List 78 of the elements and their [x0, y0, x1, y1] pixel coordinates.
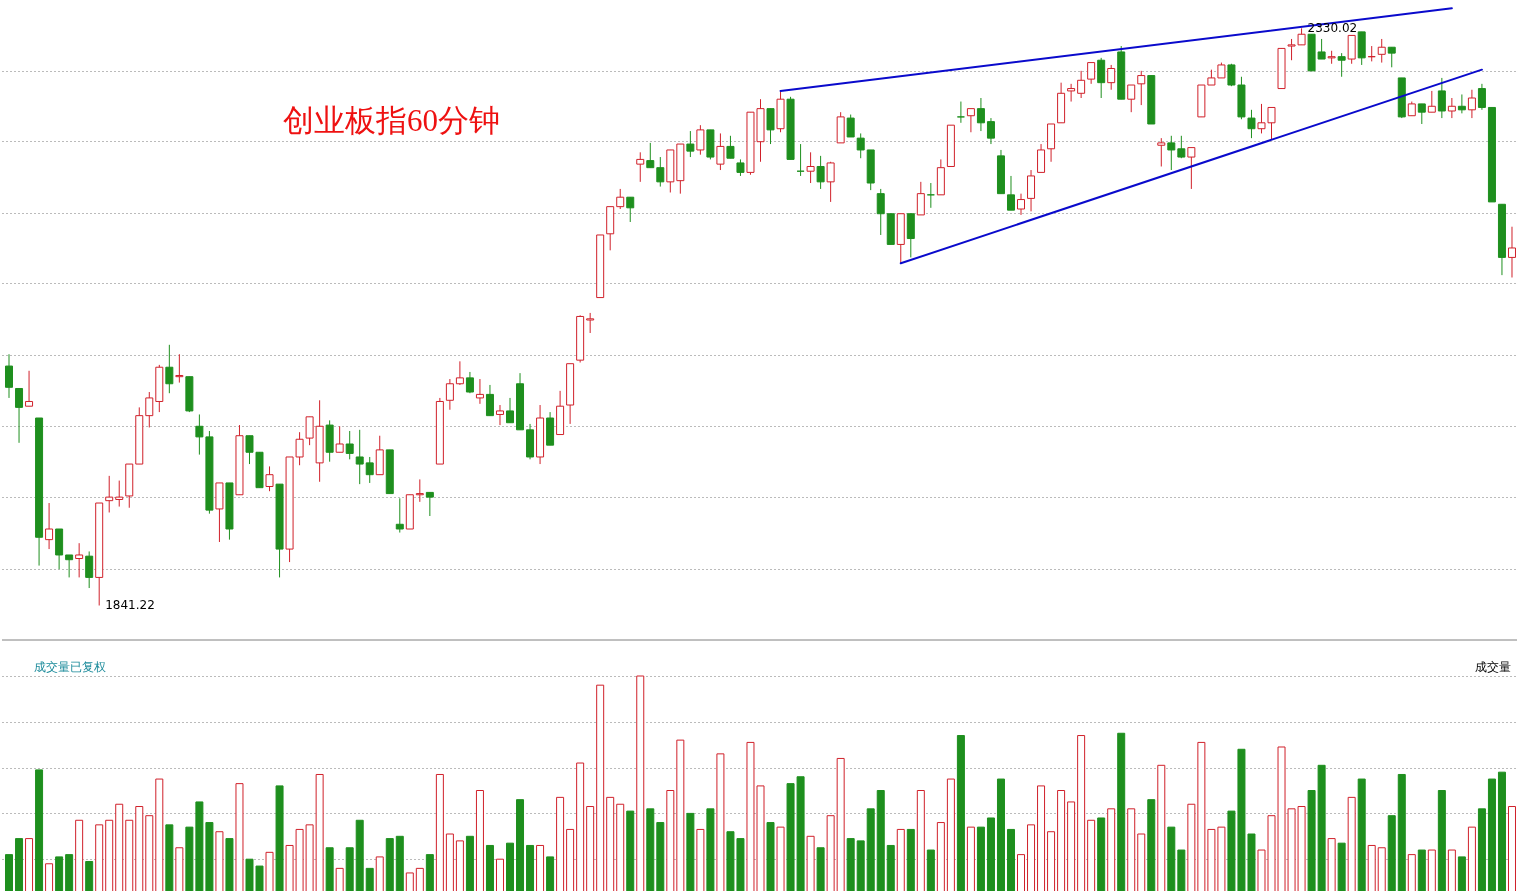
candlestick — [506, 397, 514, 424]
candlestick — [115, 480, 124, 508]
candlestick — [636, 151, 645, 183]
candlestick — [616, 188, 625, 210]
candlestick — [646, 142, 655, 169]
candlestick — [475, 378, 484, 405]
candlestick — [1157, 137, 1166, 167]
candlestick — [976, 97, 985, 132]
candlestick — [165, 344, 174, 394]
candlestick — [1127, 84, 1136, 113]
candlestick — [1007, 175, 1015, 211]
candlestick — [716, 132, 725, 171]
candlestick — [586, 312, 595, 334]
candlestick — [445, 378, 454, 411]
candlestick — [15, 387, 24, 444]
candlestick — [856, 132, 865, 159]
candlestick — [686, 130, 695, 158]
candlestick — [806, 151, 815, 184]
candlestick — [1187, 147, 1196, 190]
candlestick — [105, 475, 114, 513]
candlestick — [455, 360, 464, 386]
candlestick — [816, 155, 825, 190]
candlestick — [846, 114, 855, 138]
candlestick — [25, 370, 34, 407]
candlestick — [1107, 64, 1116, 91]
candlestick — [1167, 135, 1176, 171]
candlestick — [696, 124, 705, 156]
candlestick — [1037, 143, 1046, 173]
candlestick — [726, 135, 735, 159]
candlestick — [656, 156, 665, 188]
candlestick — [415, 478, 424, 503]
candlestick — [485, 384, 494, 417]
candlestick — [65, 554, 74, 578]
candlestick — [1417, 103, 1426, 125]
candlestick — [956, 101, 965, 124]
candlestick — [1347, 34, 1356, 65]
candlestick — [1447, 97, 1456, 119]
candlestick — [425, 491, 434, 517]
candlestick — [365, 456, 374, 484]
candlestick — [1087, 62, 1096, 85]
candlestick — [45, 502, 54, 550]
candlestick — [395, 497, 404, 534]
candlestick — [495, 404, 504, 426]
candlestick — [1017, 193, 1026, 216]
candlestick — [1067, 83, 1076, 103]
candlestick — [766, 108, 775, 145]
candlestick — [345, 430, 354, 460]
candlestick — [1467, 89, 1476, 119]
text: 成交量已复权 — [34, 660, 106, 674]
candlestick — [1457, 93, 1466, 114]
candlestick — [1477, 83, 1486, 111]
candlestick — [916, 181, 925, 216]
annotation: 2330.02 — [1307, 21, 1358, 36]
candlestick — [85, 550, 94, 589]
candlestick — [1377, 38, 1386, 64]
candlestick — [986, 117, 995, 145]
candlestick — [966, 108, 975, 133]
candlestick — [1437, 77, 1446, 119]
candlestick — [626, 196, 635, 223]
candlestick — [876, 188, 885, 236]
text: 创业板指60分钟 — [283, 103, 500, 138]
candlestick — [1097, 57, 1106, 99]
candlestick — [265, 465, 274, 492]
candlestick — [75, 542, 84, 578]
candlestick — [5, 353, 14, 399]
candlestick — [335, 425, 344, 453]
candlestick — [1027, 169, 1036, 212]
candlestick — [826, 161, 835, 203]
candlestick — [1137, 70, 1146, 106]
candlestick — [1077, 70, 1086, 99]
annotation: 1841.22 — [105, 598, 155, 613]
candlestick — [175, 353, 184, 384]
candlestick — [1427, 90, 1436, 113]
candlestick — [1337, 52, 1346, 78]
candlestick — [1387, 46, 1396, 68]
candlestick — [145, 391, 154, 428]
text: 成交量 — [1475, 660, 1511, 674]
candlestick — [355, 429, 364, 485]
